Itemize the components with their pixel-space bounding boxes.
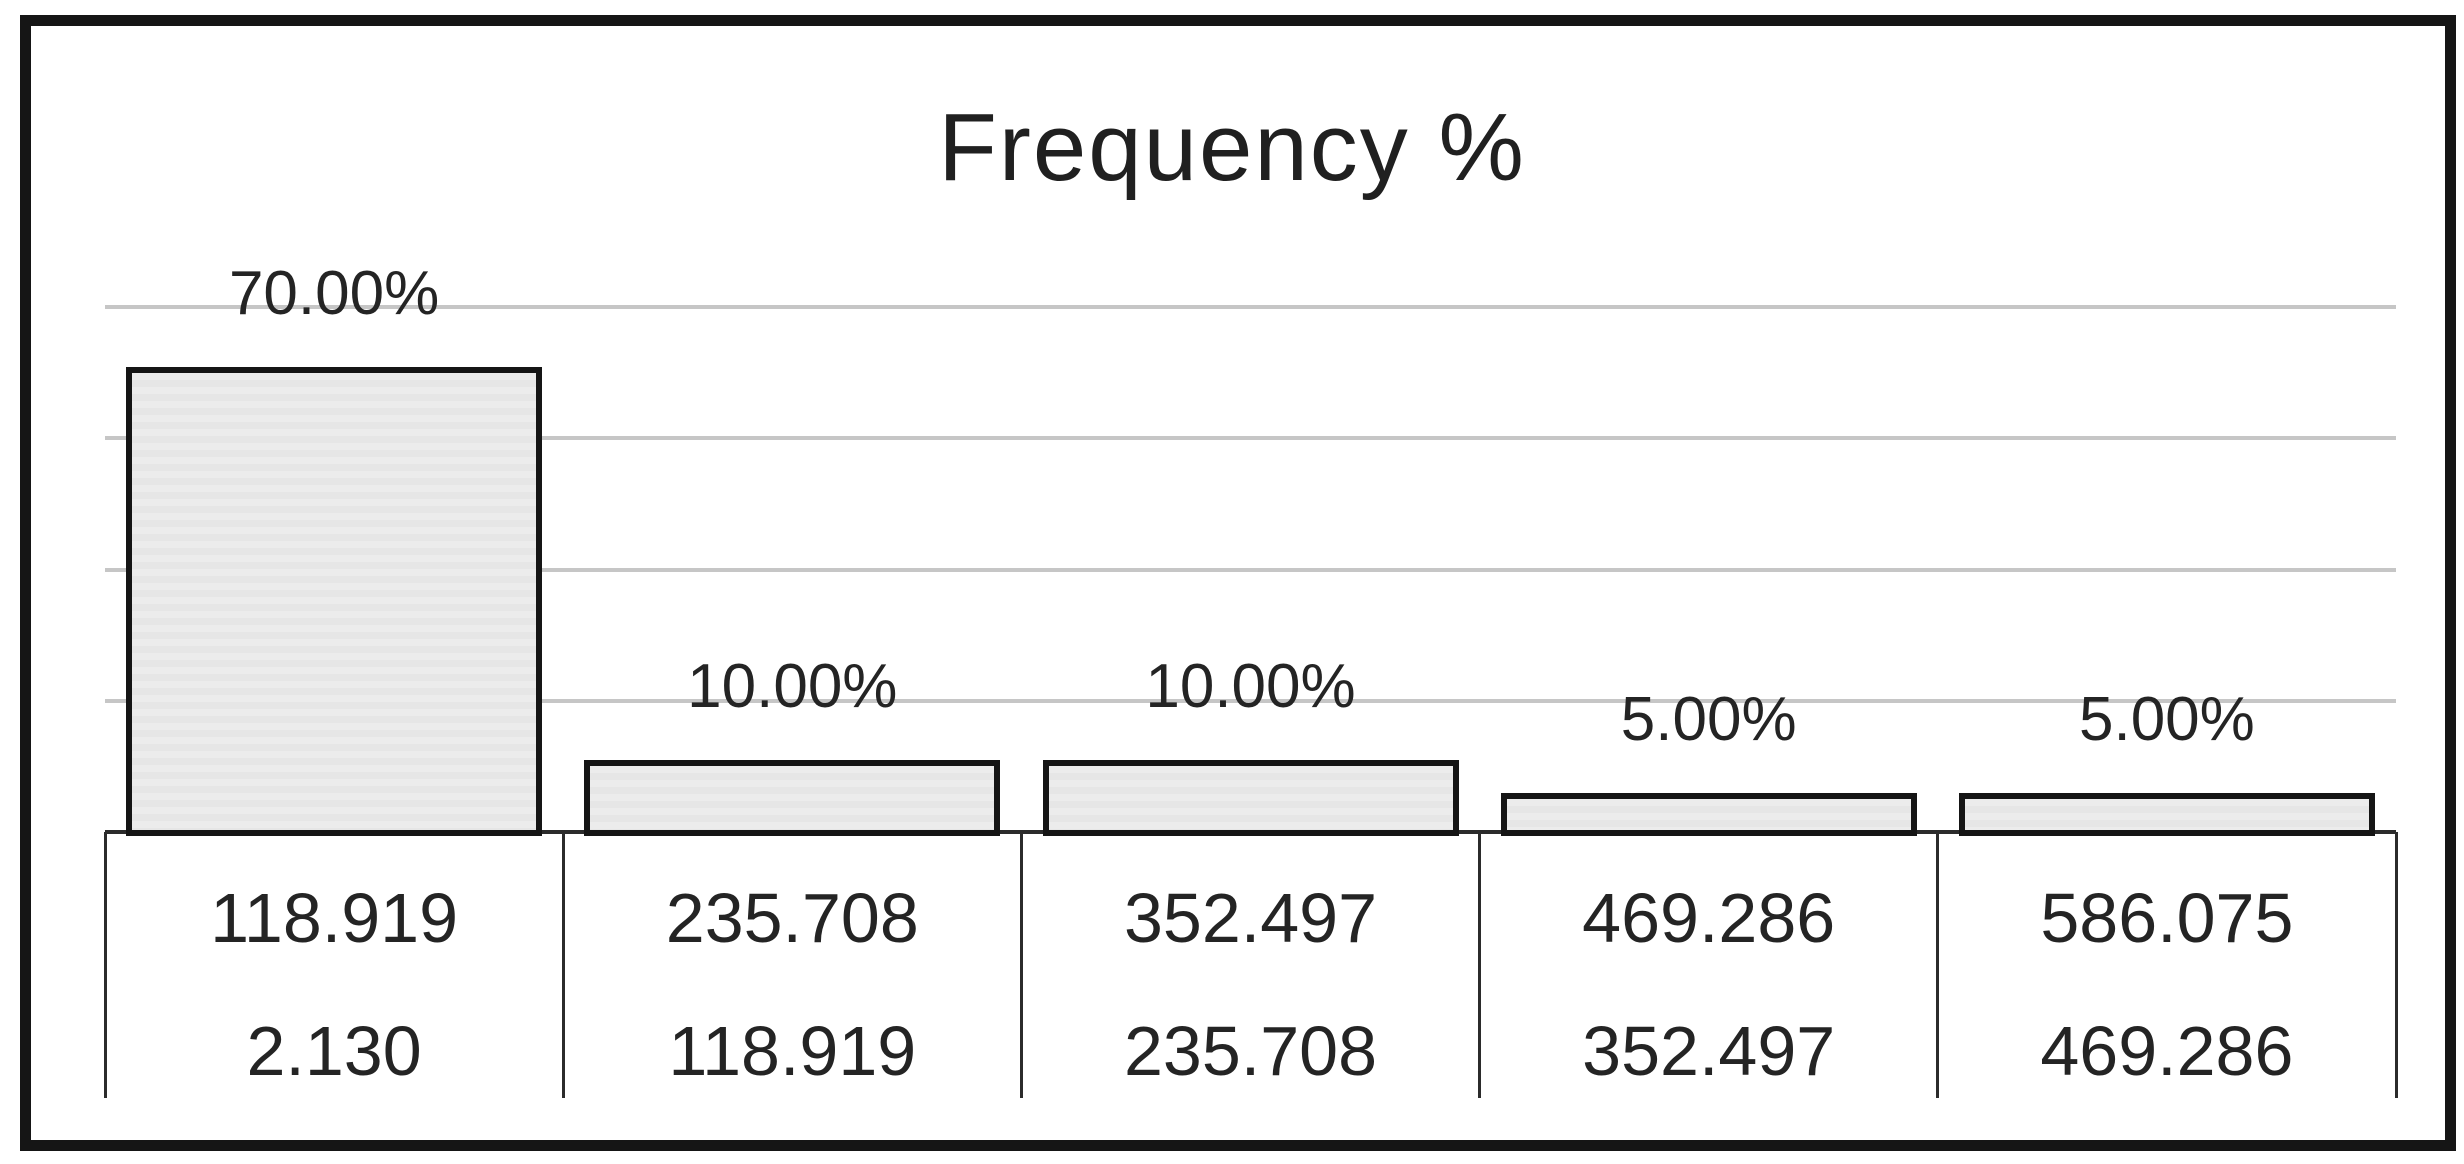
gridline [105, 698, 2396, 703]
table-cell-upper: 235.708 [665, 879, 919, 957]
table-cell-upper: 352.497 [1123, 879, 1378, 957]
bar [1042, 760, 1459, 836]
chart-outer-border [20, 15, 2456, 1151]
table-cell-lower: 2.130 [246, 1012, 422, 1090]
table-cell-lower: 118.919 [668, 1012, 917, 1090]
table-cell-upper: 586.075 [2040, 879, 2294, 957]
table-separator [103, 832, 107, 1098]
gridline [105, 436, 2396, 441]
table-cell-upper: 469.286 [1582, 879, 1836, 957]
bar [1958, 793, 2375, 836]
table-separator [2394, 832, 2398, 1098]
table-cell-upper: 118.919 [210, 879, 459, 957]
bar-data-label: 10.00% [687, 652, 898, 722]
table-separator [1478, 832, 1482, 1098]
bar [584, 760, 1001, 836]
bar-data-label: 70.00% [228, 258, 440, 328]
table-cell-lower: 352.497 [1582, 1012, 1836, 1090]
table-cell-lower: 469.286 [2040, 1012, 2294, 1090]
bar-data-label: 10.00% [1145, 652, 1356, 722]
bar-data-label: 5.00% [1620, 685, 1797, 755]
bar [1500, 793, 1917, 836]
table-separator [1936, 832, 1940, 1098]
bar [126, 366, 543, 836]
gridline [105, 567, 2396, 572]
table-separator [1019, 832, 1023, 1098]
bar-data-label: 5.00% [2078, 685, 2255, 755]
gridline [105, 305, 2396, 310]
chart-title: Frequency % [938, 94, 1526, 201]
table-cell-lower: 235.708 [1123, 1012, 1378, 1090]
table-separator [561, 832, 565, 1098]
